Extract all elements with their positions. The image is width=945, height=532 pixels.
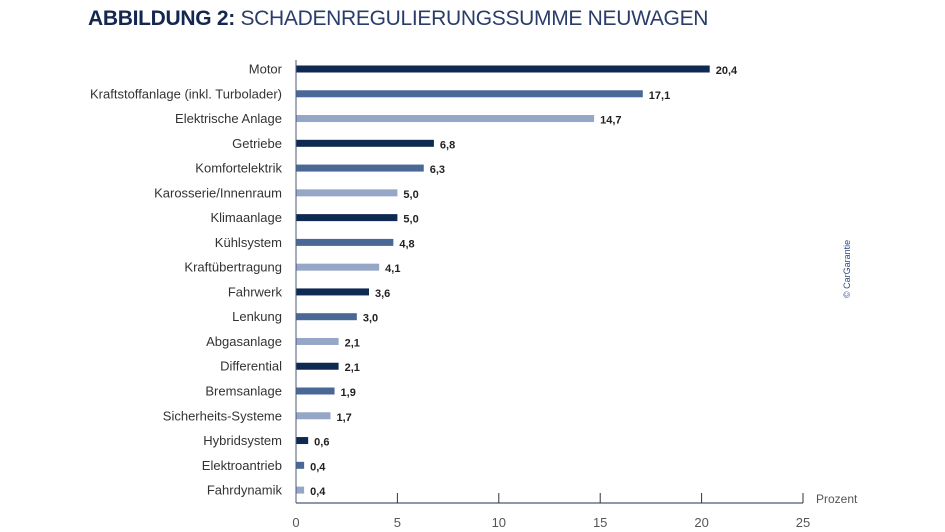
value-label: 17,1: [649, 90, 670, 102]
value-label: 2,1: [345, 362, 360, 374]
bar: [296, 288, 370, 296]
bar: [296, 412, 331, 420]
bar: [296, 214, 398, 222]
value-label: 3,0: [363, 313, 378, 325]
bar: [296, 164, 424, 172]
category-label: Abgasanlage: [206, 334, 282, 349]
x-tick-label: 20: [694, 515, 708, 530]
bar: [296, 90, 643, 98]
category-label: Klimaanlage: [210, 210, 282, 225]
value-label: 5,0: [403, 214, 418, 226]
bar: [296, 263, 380, 271]
category-label: Sicherheits-Systeme: [163, 408, 282, 423]
bar: [296, 486, 305, 494]
category-label: Fahrwerk: [228, 284, 283, 299]
value-label: 0,4: [310, 486, 326, 498]
category-label: Kühlsystem: [215, 235, 282, 250]
category-label: Komfortelektrik: [195, 161, 282, 176]
value-label: 4,8: [399, 238, 414, 250]
title-text: SCHADENREGULIERUNGSSUMME NEUWAGEN: [240, 7, 709, 30]
category-label: Elektrische Anlage: [175, 111, 282, 126]
bar: [296, 238, 394, 246]
x-tick-label: 10: [492, 515, 506, 530]
bar: [296, 189, 398, 197]
bar: [296, 387, 335, 395]
value-label: 0,6: [314, 437, 329, 449]
bar: [296, 65, 710, 73]
chart-title: ABBILDUNG 2: SCHADENREGULIERUNGSSUMME NE…: [88, 7, 708, 31]
x-tick-label: 5: [394, 515, 401, 530]
credit-text: © CarGarantie: [842, 239, 852, 298]
category-label: Getriebe: [232, 136, 282, 151]
bar: [296, 461, 305, 469]
value-label: 1,7: [336, 412, 351, 424]
value-label: 4,1: [385, 263, 400, 275]
category-label: Kraftstoffanlage (inkl. Turbolader): [90, 86, 282, 101]
category-label: Differential: [220, 359, 282, 374]
value-label: 6,3: [430, 164, 445, 176]
bar: [296, 437, 309, 445]
value-label: 5,0: [403, 189, 418, 201]
x-tick-label: 25: [796, 515, 810, 530]
category-label: Lenkung: [232, 309, 282, 324]
category-label: Hybridsystem: [203, 433, 282, 448]
value-label: 3,6: [375, 288, 390, 300]
category-label: Karosserie/Innenraum: [154, 185, 282, 200]
bar: [296, 337, 339, 345]
x-tick-label: 0: [292, 515, 299, 530]
x-tick-label: 15: [593, 515, 607, 530]
bar: [296, 313, 357, 321]
category-label: Fahrdynamik: [207, 483, 283, 498]
category-label: Kraftübertragung: [184, 260, 282, 275]
value-label: 2,1: [345, 337, 360, 349]
bar: [296, 139, 434, 147]
value-label: 6,8: [440, 139, 455, 151]
value-label: 1,9: [341, 387, 356, 399]
value-label: 0,4: [310, 461, 326, 473]
category-label: Bremsanlage: [205, 384, 282, 399]
value-label: 14,7: [600, 115, 621, 127]
category-label: Elektroantrieb: [202, 458, 282, 473]
bar: [296, 115, 595, 123]
bar: [296, 362, 339, 370]
title-bold: ABBILDUNG 2:: [88, 7, 235, 30]
x-axis-label: Prozent: [816, 492, 858, 506]
category-label: Motor: [249, 62, 283, 77]
value-label: 20,4: [716, 65, 738, 77]
